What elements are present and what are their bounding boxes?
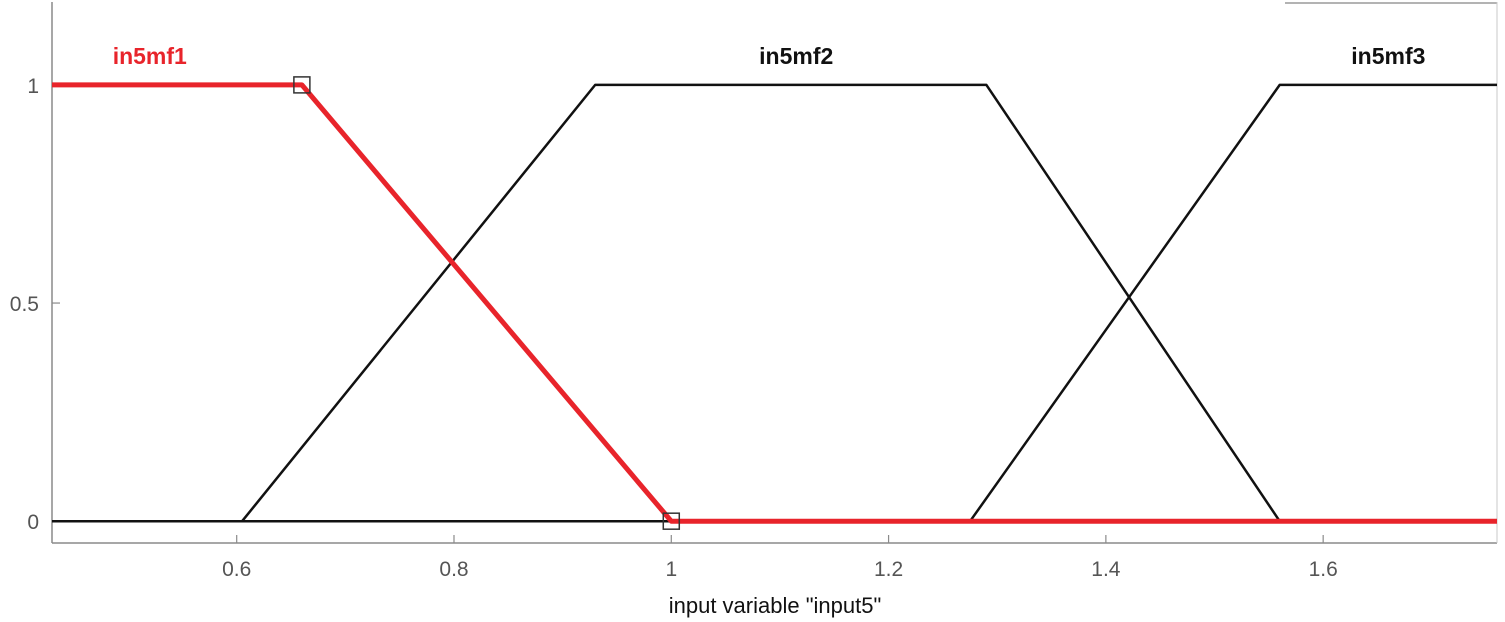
- mf-label-in5mf1[interactable]: in5mf1: [113, 43, 187, 69]
- curve-group: [52, 82, 1497, 524]
- handle-group: [293, 76, 681, 530]
- tick-group: 0.6 0.8 1 1.2 1.4 1.6 0 0.5 1: [10, 75, 1338, 581]
- mf-curve-in5mf3[interactable]: [52, 83, 1497, 523]
- x-tick-label: 0.6: [222, 558, 251, 581]
- mf-handle[interactable]: [662, 512, 681, 530]
- x-tick-label: 1: [665, 558, 677, 581]
- mf-curve-in5mf1[interactable]: [52, 82, 1497, 524]
- mf-label-group: in5mf1 in5mf2 in5mf3: [113, 43, 1426, 69]
- x-tick-label: 1.6: [1309, 558, 1338, 581]
- x-tick-label: 1.4: [1091, 558, 1121, 581]
- y-tick-label: 0: [27, 511, 39, 534]
- x-tick-label: 0.8: [439, 558, 468, 581]
- x-tick-label: 1.2: [874, 558, 903, 581]
- y-tick-label: 1: [27, 75, 39, 98]
- mf-label-in5mf2[interactable]: in5mf2: [759, 43, 833, 69]
- x-axis-label: input variable "input5": [669, 593, 882, 618]
- y-tick-label: 0.5: [10, 293, 39, 316]
- mf-handle[interactable]: [293, 76, 311, 94]
- mf-label-in5mf3[interactable]: in5mf3: [1351, 43, 1425, 69]
- plot-area: [52, 2, 1497, 543]
